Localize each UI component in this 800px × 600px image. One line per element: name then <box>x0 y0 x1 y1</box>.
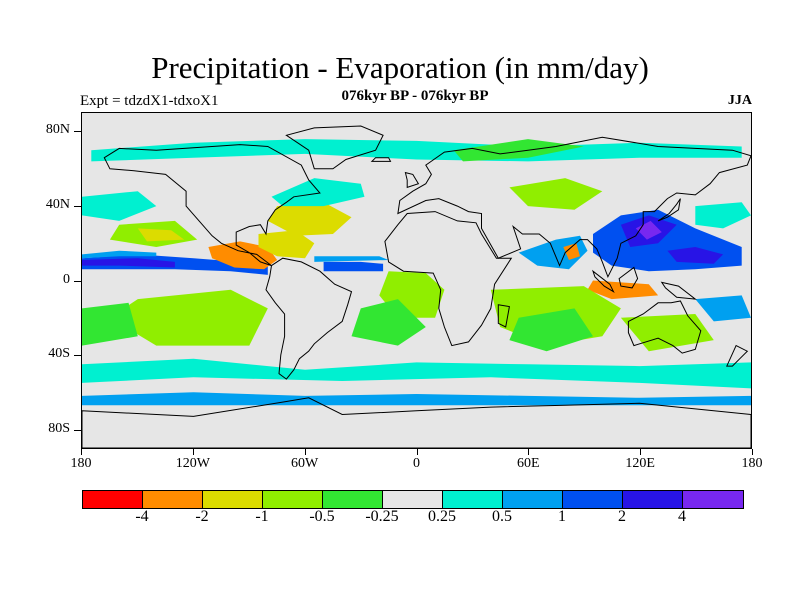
lat-label: 40S <box>48 346 70 362</box>
region-arctic-green <box>453 139 584 162</box>
coastline-greenland <box>285 125 384 170</box>
coastline-australia <box>627 300 702 354</box>
lat-label: 40N <box>45 196 70 212</box>
colorbar-label: 0.5 <box>492 508 512 525</box>
lon-tick <box>416 449 418 455</box>
colorbar <box>82 490 744 509</box>
lat-label: 80S <box>48 421 70 437</box>
region-kuroshio-cyan <box>695 202 751 229</box>
coastline-new-guinea <box>660 281 697 300</box>
lat-label: 0 <box>63 271 70 287</box>
coastline-north-america <box>103 144 321 267</box>
region-sw-pacific-blue <box>695 295 751 322</box>
lon-tick <box>304 449 306 455</box>
colorbar-label: 0.25 <box>428 508 456 525</box>
colorbar-label: -4 <box>135 508 149 525</box>
colorbar-label: 4 <box>678 508 686 525</box>
coastline-south-america <box>265 257 353 380</box>
colorbar-swatch <box>143 491 203 508</box>
region-indonesia-orange <box>587 280 659 300</box>
region-southern-ocean-light <box>82 392 751 406</box>
lon-label: 180 <box>741 456 763 471</box>
lon-label: 60W <box>291 456 319 471</box>
colorbar-swatch <box>443 491 503 508</box>
region-itcz-atlantic <box>323 261 384 272</box>
lat-tick <box>74 130 81 132</box>
colorbar-label: 1 <box>558 508 566 525</box>
lat-tick <box>74 355 81 357</box>
region-se-pacific-green-2 <box>82 302 138 346</box>
lon-label: 60E <box>517 456 540 471</box>
lon-label: 180 <box>70 456 92 471</box>
lon-tick <box>640 449 642 455</box>
region-north-atlantic-yellow <box>267 202 352 236</box>
coastline-borneo <box>618 266 639 289</box>
coastline-iceland <box>370 157 392 162</box>
region-sw-pacific-green <box>620 314 714 352</box>
colorbar-swatch <box>503 491 563 508</box>
lon-label: 120E <box>625 456 655 471</box>
region-itcz-pacific-west-light <box>82 250 157 259</box>
lat-tick <box>74 280 81 282</box>
colorbar-swatch <box>83 491 143 508</box>
coastline-sumatra <box>591 269 615 294</box>
lat-tick <box>74 205 81 207</box>
region-caribbean-yellow <box>258 230 315 259</box>
region-itcz-pacific-core <box>82 258 175 268</box>
region-n-pacific-yellow <box>137 228 185 242</box>
coastline-africa <box>384 211 513 347</box>
region-arctic-cyan <box>91 139 742 162</box>
region-southern-ocean-cyan <box>82 358 751 389</box>
colorbar-label: -0.5 <box>309 508 335 525</box>
colorbar-swatch <box>563 491 623 508</box>
colorbar-swatch <box>203 491 263 508</box>
colorbar-label: 2 <box>618 508 626 525</box>
colorbar-swatch <box>683 491 743 508</box>
region-indian-monsoon-light <box>518 235 588 270</box>
lat-label: 80N <box>45 121 70 137</box>
colorbar-label: -0.25 <box>365 508 399 525</box>
region-w-pacific-indigo-2 <box>667 247 724 264</box>
colorbar-swatch <box>323 491 383 508</box>
plot-subtitle: 076kyr BP - 076kyr BP <box>341 88 489 104</box>
colorbar-label: -1 <box>255 508 269 525</box>
region-n-pacific-cyan <box>82 191 157 221</box>
region-s-indian-green-2 <box>509 308 593 352</box>
lon-tick <box>81 449 82 455</box>
coastline-madagascar <box>497 304 510 328</box>
coastline-uk <box>404 171 420 189</box>
lon-tick <box>752 449 753 455</box>
coastline-eurasia <box>397 136 751 279</box>
lon-tick <box>192 449 194 455</box>
lat-tick <box>74 430 81 432</box>
colorbar-swatch <box>263 491 323 508</box>
colorbar-swatch <box>623 491 683 508</box>
lon-label: 120W <box>175 456 210 471</box>
map-svg <box>82 125 751 448</box>
experiment-label: Expt = tdzdX1-tdxoX1 <box>80 93 219 109</box>
coastline-new-zealand <box>726 344 749 367</box>
region-itcz-atlantic-light <box>314 256 389 262</box>
region-central-america-orange <box>208 241 278 270</box>
lon-label: 0 <box>413 456 420 471</box>
map-frame <box>81 112 752 449</box>
region-asia-interior-green <box>509 178 603 210</box>
colorbar-swatch <box>383 491 443 508</box>
season-label: JJA <box>727 93 752 108</box>
region-s-atlantic-green <box>351 299 426 346</box>
region-north-atlantic-cyan <box>271 178 365 207</box>
region-bay-of-bengal-orange <box>563 243 580 260</box>
lon-tick <box>528 449 530 455</box>
coastline-antarctica <box>82 397 751 448</box>
plot-title: Precipitation - Evaporation (in mm/day) <box>151 50 649 85</box>
region-se-pacific-green <box>109 289 268 346</box>
coastline-japan <box>657 198 681 222</box>
colorbar-label: -2 <box>195 508 209 525</box>
